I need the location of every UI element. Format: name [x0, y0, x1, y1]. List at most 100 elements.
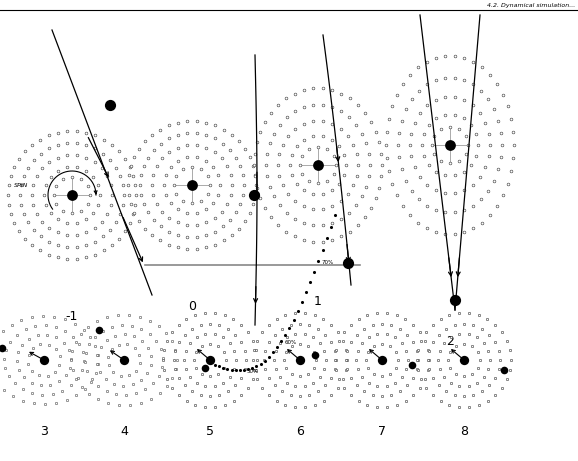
Point	[48, 390, 57, 397]
Point	[497, 129, 506, 136]
Point	[484, 130, 494, 137]
Point	[123, 181, 132, 189]
Point	[138, 337, 147, 344]
Point	[201, 206, 210, 213]
Point	[91, 238, 100, 245]
Point	[12, 358, 21, 365]
Point	[269, 193, 279, 200]
Point	[269, 130, 279, 137]
Point	[240, 218, 250, 225]
Point	[160, 347, 169, 354]
Point	[338, 375, 347, 383]
Point	[171, 365, 180, 372]
Point	[236, 374, 246, 382]
Point	[422, 81, 431, 88]
Point	[164, 228, 173, 235]
Point	[262, 150, 272, 158]
Point	[283, 132, 292, 140]
Point	[450, 52, 460, 59]
Point	[503, 102, 512, 110]
Point	[264, 391, 273, 399]
Point	[281, 95, 291, 102]
Point	[28, 242, 37, 249]
Point	[81, 167, 91, 174]
Point	[331, 211, 340, 219]
Point	[210, 228, 220, 235]
Point	[281, 401, 290, 408]
Point	[205, 372, 214, 380]
Point	[424, 122, 433, 129]
Point	[409, 374, 418, 382]
Point	[237, 391, 246, 399]
Point	[446, 123, 455, 130]
Point	[450, 74, 460, 82]
Point	[425, 347, 434, 355]
Point	[97, 218, 106, 225]
Point	[295, 372, 305, 380]
Point	[265, 140, 274, 147]
Point	[281, 349, 291, 356]
Point	[220, 237, 229, 244]
Point	[19, 172, 28, 180]
Point	[202, 244, 211, 251]
Point	[405, 142, 414, 149]
Point	[131, 182, 140, 189]
Point	[299, 136, 309, 143]
Point	[120, 331, 129, 338]
Point	[149, 172, 158, 179]
Point	[104, 361, 113, 369]
Point	[494, 117, 503, 124]
Point	[18, 397, 27, 404]
Point	[354, 316, 363, 323]
Point	[299, 202, 309, 210]
Point	[440, 209, 450, 216]
Point	[409, 321, 418, 329]
Point	[460, 54, 469, 61]
Point	[328, 120, 337, 128]
Point	[143, 209, 153, 216]
Point	[102, 336, 112, 343]
Point	[331, 356, 340, 364]
Point	[382, 155, 391, 162]
Point	[149, 379, 158, 387]
Point	[460, 96, 469, 104]
Point	[136, 172, 146, 179]
Point	[91, 251, 100, 258]
Point	[401, 177, 410, 184]
Point	[192, 130, 201, 137]
Point	[72, 140, 81, 147]
Point	[483, 316, 492, 323]
Point	[203, 190, 212, 198]
Text: 1: 1	[314, 295, 322, 308]
Point	[312, 356, 321, 364]
Point	[309, 364, 318, 372]
Point	[264, 321, 273, 329]
Point	[281, 228, 291, 235]
Point	[158, 356, 168, 364]
Point	[73, 375, 82, 382]
Point	[352, 121, 361, 129]
Point	[0, 379, 2, 386]
Point	[268, 349, 277, 356]
Point	[103, 399, 113, 407]
Point	[392, 401, 401, 408]
Point	[210, 331, 219, 338]
Point	[173, 231, 183, 239]
Point	[62, 231, 72, 238]
Point	[249, 366, 258, 373]
Point	[94, 396, 103, 403]
Point	[297, 298, 306, 306]
Point	[494, 366, 503, 373]
Point	[38, 165, 47, 172]
Point	[29, 400, 38, 407]
Point	[290, 90, 299, 97]
Point	[52, 334, 61, 341]
Point	[76, 176, 86, 183]
Point	[94, 383, 103, 390]
Text: 6: 6	[296, 425, 304, 438]
Point	[125, 219, 134, 226]
Point	[145, 317, 154, 325]
Point	[3, 191, 13, 199]
Point	[68, 209, 77, 217]
Point	[357, 373, 366, 380]
